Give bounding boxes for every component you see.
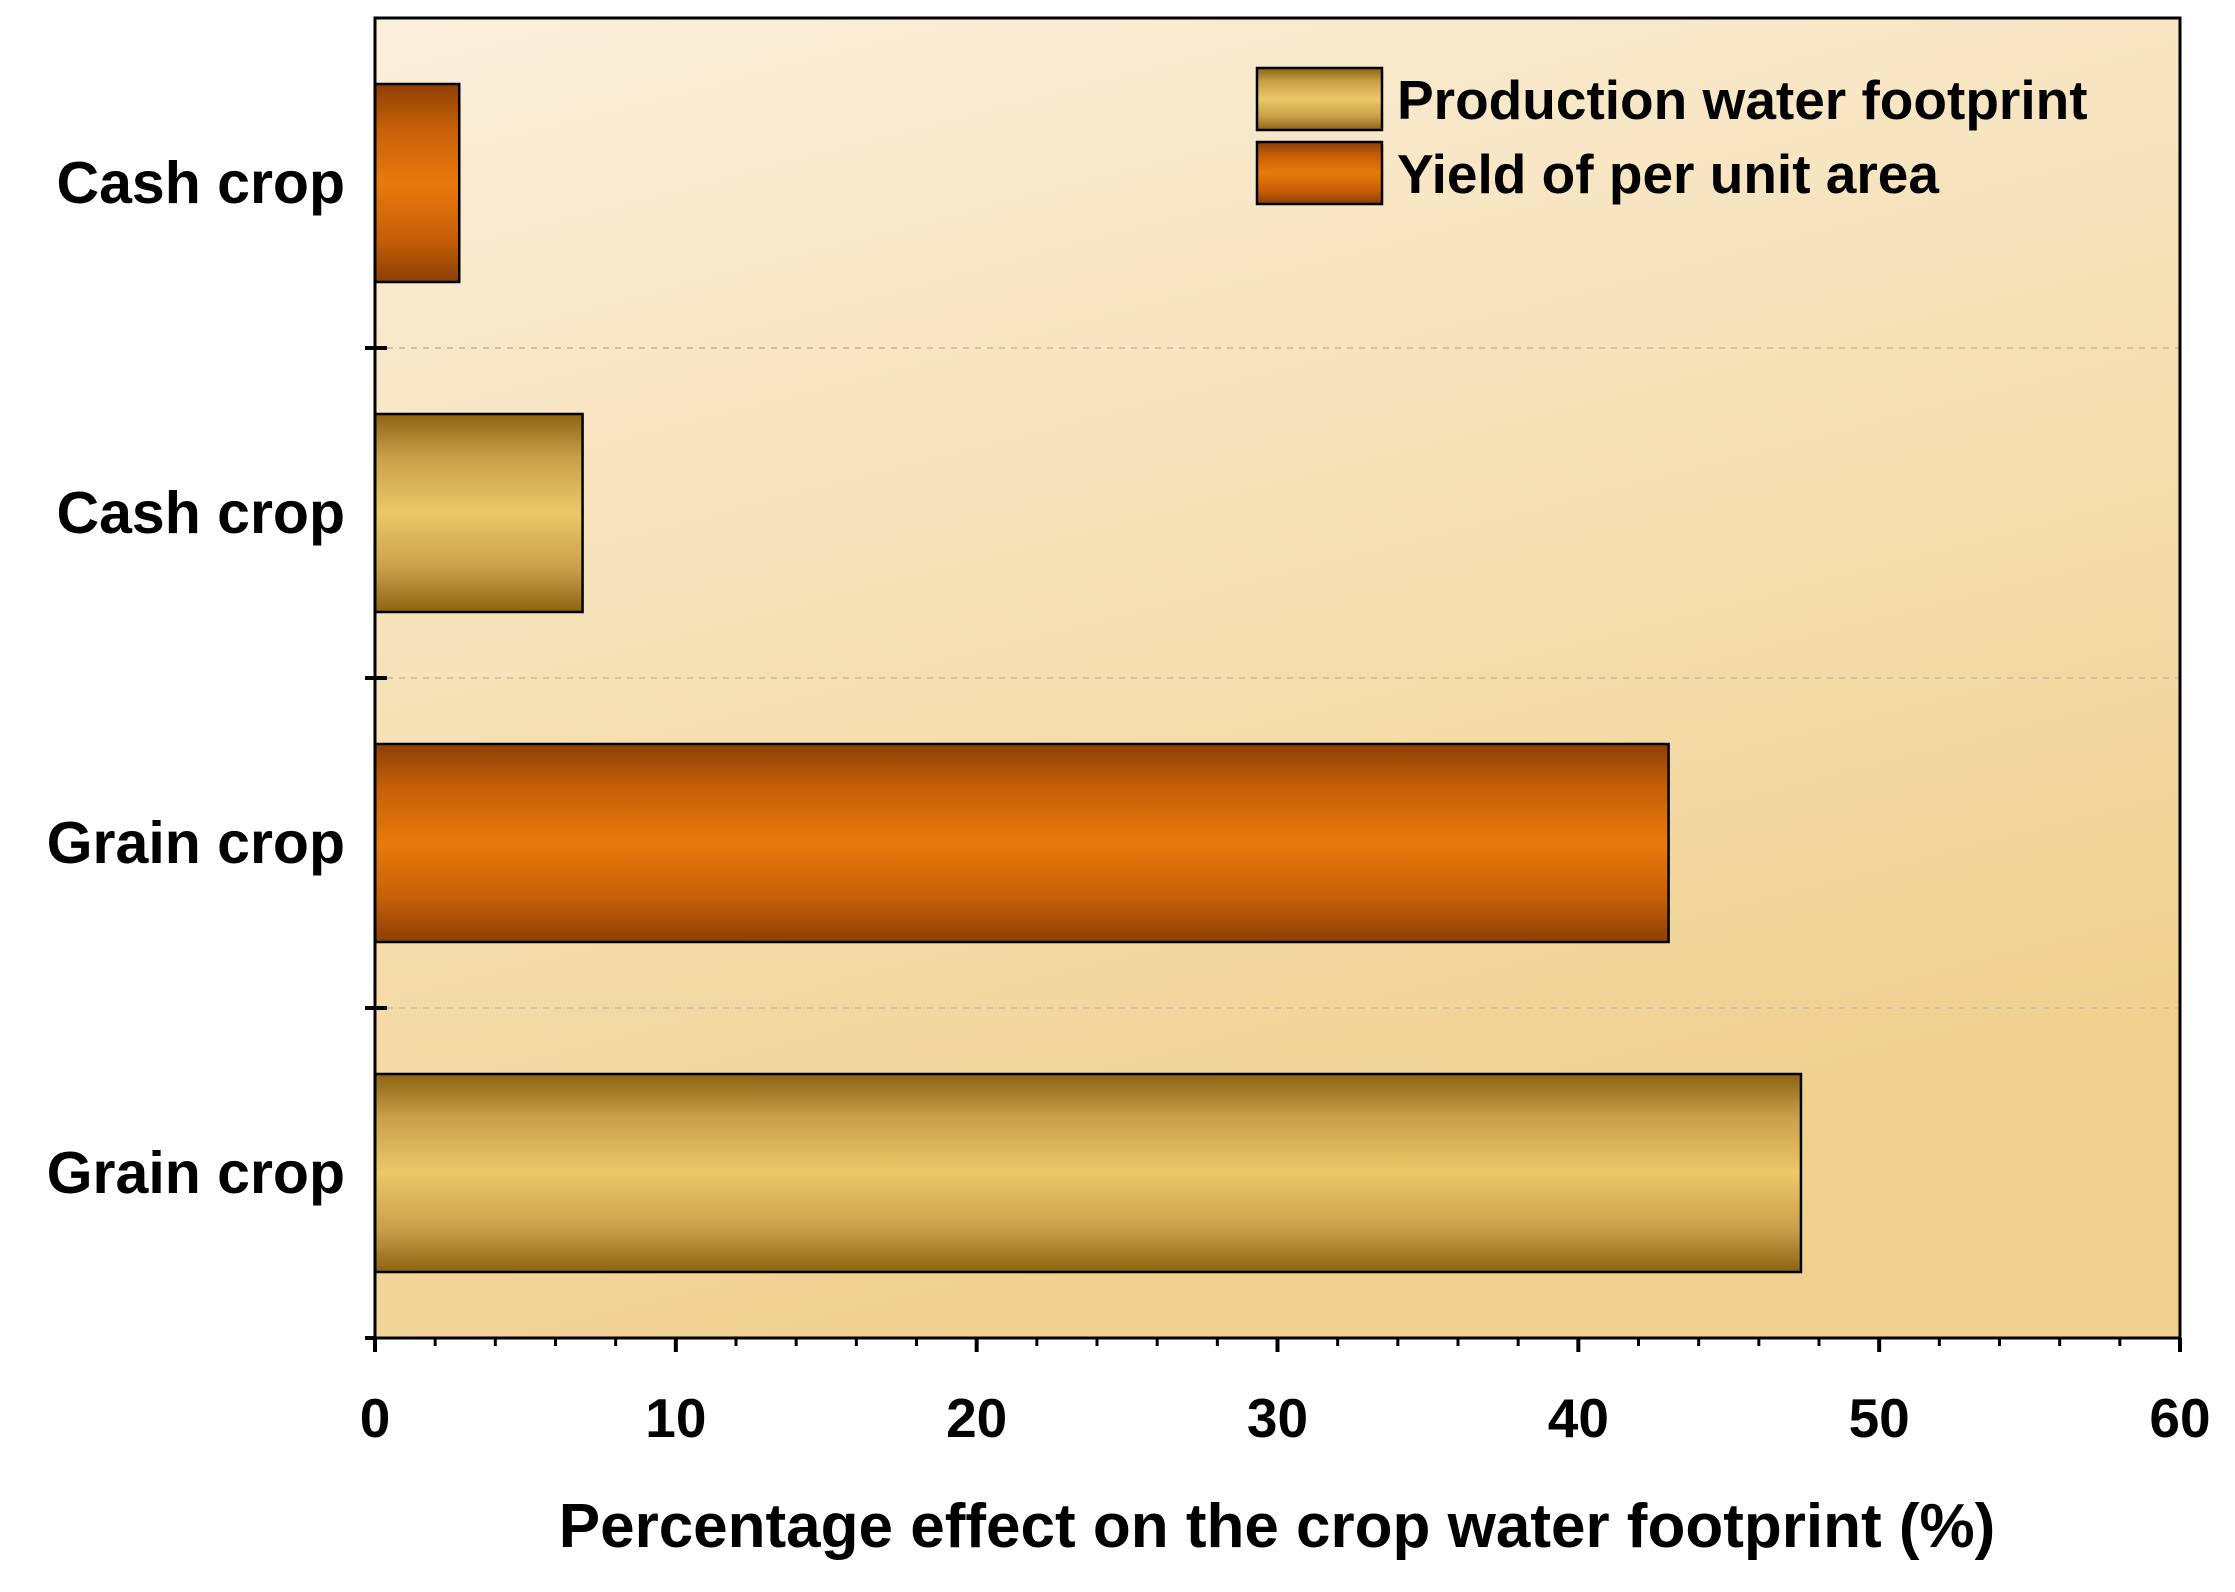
x-tick-label: 60 bbox=[2149, 1387, 2210, 1449]
y-category-label: Cash crop bbox=[56, 480, 345, 546]
x-tick-labels: 0 10 20 30 40 50 60 bbox=[360, 1387, 2211, 1449]
x-tick-label: 0 bbox=[360, 1387, 391, 1449]
legend-swatch bbox=[1255, 66, 1384, 132]
legend: Production water footprint Yield of per u… bbox=[1255, 66, 2088, 206]
y-category-label: Grain crop bbox=[47, 1140, 345, 1206]
legend-swatch bbox=[1255, 140, 1384, 206]
x-tick-label: 40 bbox=[1548, 1387, 1609, 1449]
x-tick-label: 10 bbox=[645, 1387, 706, 1449]
x-tick-label: 20 bbox=[946, 1387, 1007, 1449]
bar-production-water-footprint bbox=[373, 1072, 1803, 1274]
x-axis-title: Percentage effect on the crop water foot… bbox=[559, 1492, 1996, 1561]
bar-yield-of-per-unit-area bbox=[373, 742, 1670, 944]
y-category-label: Grain crop bbox=[47, 810, 345, 876]
axis-ticks bbox=[365, 346, 2182, 1352]
bar-yield-of-per-unit-area bbox=[373, 82, 461, 284]
legend-label: Production water footprint bbox=[1397, 69, 2088, 131]
bar-production-water-footprint bbox=[373, 412, 584, 614]
grid-lines bbox=[375, 347, 2180, 1009]
y-category-labels: Cash crop Cash crop Grain crop Grain crop bbox=[47, 150, 345, 1206]
x-tick-label: 30 bbox=[1247, 1387, 1308, 1449]
legend-label: Yield of per unit area bbox=[1397, 143, 1939, 205]
y-category-label: Cash crop bbox=[56, 150, 345, 216]
bars bbox=[373, 82, 1803, 1274]
x-tick-label: 50 bbox=[1849, 1387, 1910, 1449]
